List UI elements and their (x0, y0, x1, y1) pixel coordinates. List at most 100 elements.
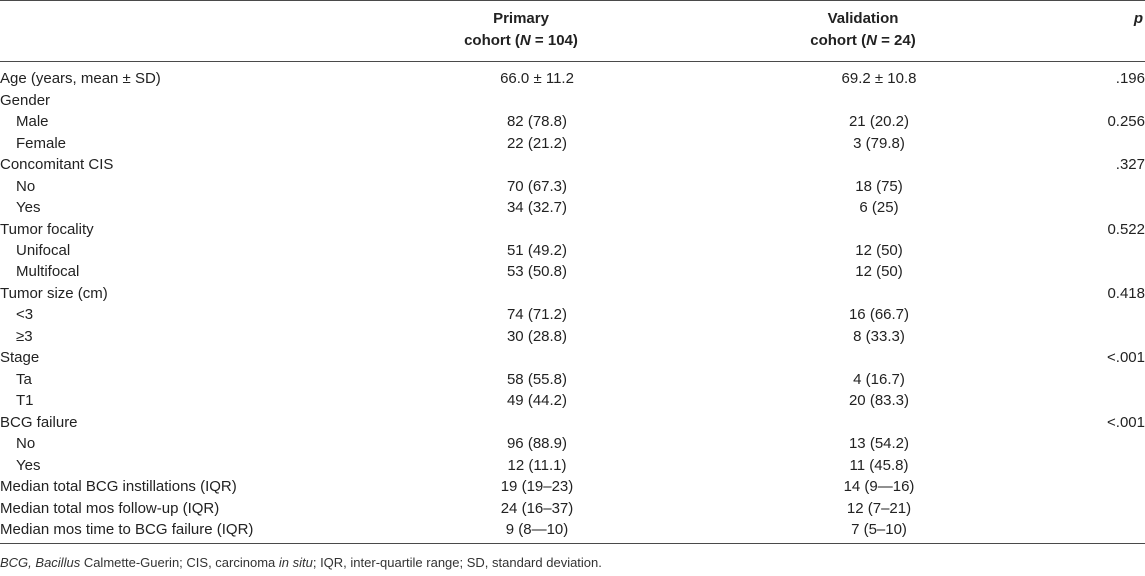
p-value (1050, 390, 1145, 411)
table-row: Yes 34 (32.7) 6 (25) (0, 197, 1145, 218)
validation-cohort-value: 3 (79.8) (853, 134, 905, 152)
table-row: <3 74 (71.2) 16 (66.7) (0, 304, 1145, 325)
validation-cohort-value: 21 (20.2) (848, 113, 910, 131)
row-label: Ta (16, 370, 32, 388)
p-value (1050, 261, 1145, 282)
table-row: T1 49 (44.2) 20 (83.3) (0, 390, 1145, 411)
row-label: No (16, 435, 36, 453)
footnote-part2: Calmette-Guerin; CIS, carcinoma (83, 555, 276, 570)
table-row: Multifocal 53 (50.8) 12 (50) (0, 261, 1145, 282)
table-row: Median total BCG instillations (IQR) 19 (… (0, 476, 1145, 497)
row-label: ≥3 (16, 327, 33, 345)
table-row: Median total mos follow-up (IQR) 24 (16–3… (0, 497, 1145, 518)
p-value: .196 (1115, 70, 1145, 88)
header-rule (0, 61, 1145, 62)
validation-cohort-value (708, 154, 1050, 175)
validation-cohort-value: 6 (25) (859, 199, 899, 217)
table-row: Median mos time to BCG failure (IQR) 9 (8… (0, 519, 1145, 540)
header-primary-n: N (519, 32, 531, 49)
row-label: No (16, 177, 36, 195)
p-value (1050, 433, 1145, 454)
footnote: BCG, Bacillus Calmette-Guerin; CIS, carc… (0, 555, 602, 570)
primary-cohort-value (366, 283, 708, 304)
validation-cohort-value: 16 (66.7) (848, 306, 910, 324)
row-label: T1 (16, 392, 34, 410)
header-validation-cohort: Validation cohort (N = 24) (692, 8, 1034, 52)
primary-cohort-value: 66.0 ± 11.2 (500, 70, 574, 88)
p-value (1050, 132, 1145, 153)
header-validation-prefix: cohort ( (810, 32, 867, 49)
p-value: <.001 (1107, 349, 1145, 367)
row-label: Median mos time to BCG failure (IQR) (0, 521, 254, 539)
bottom-rule (0, 543, 1145, 544)
validation-cohort-value: 18 (75) (855, 177, 903, 195)
p-value (1050, 175, 1145, 196)
primary-cohort-value: 24 (16–37) (500, 499, 574, 517)
primary-cohort-value: 49 (44.2) (506, 392, 568, 410)
primary-cohort-value: 30 (28.8) (506, 327, 568, 345)
table-row: Gender (0, 89, 1145, 110)
primary-cohort-value: 74 (71.2) (506, 306, 568, 324)
row-label: Median total BCG instillations (IQR) (0, 478, 237, 496)
p-value (1050, 89, 1145, 110)
primary-cohort-value: 12 (11.1) (507, 456, 567, 474)
primary-cohort-value: 58 (55.8) (506, 370, 568, 388)
table-body: Age (years, mean ± SD) 66.0 ± 11.2 69.2 ± … (0, 68, 1145, 540)
footnote-part1: BCG, Bacillus (0, 555, 84, 570)
p-value: 0.418 (1107, 284, 1145, 302)
p-value (1050, 304, 1145, 325)
validation-cohort-value: 20 (83.3) (848, 392, 910, 410)
primary-cohort-value (366, 218, 708, 239)
table-row: Ta 58 (55.8) 4 (16.7) (0, 369, 1145, 390)
row-label: Age (years, mean ± SD) (0, 70, 161, 88)
validation-cohort-value (708, 283, 1050, 304)
top-rule (0, 0, 1145, 1)
table-row: Yes 12 (11.1) 11 (45.8) (0, 454, 1145, 475)
validation-cohort-value: 12 (50) (855, 241, 903, 259)
table-row: No 96 (88.9) 13 (54.2) (0, 433, 1145, 454)
row-label: BCG failure (0, 413, 78, 431)
table-row: Tumor focality 0.522 (0, 218, 1145, 239)
p-value (1050, 497, 1145, 518)
p-value (1050, 326, 1145, 347)
row-label: Tumor size (cm) (0, 284, 108, 302)
header-validation-line1: Validation (827, 10, 899, 27)
primary-cohort-value: 53 (50.8) (506, 263, 568, 281)
primary-cohort-value (366, 154, 708, 175)
validation-cohort-value: 12 (7–21) (846, 499, 912, 517)
row-label: Gender (0, 91, 51, 109)
data-table: Age (years, mean ± SD) 66.0 ± 11.2 69.2 ± … (0, 68, 1145, 540)
header-validation-suffix: = 24) (876, 32, 916, 49)
primary-cohort-value (366, 347, 708, 368)
primary-cohort-value: 34 (32.7) (506, 199, 568, 217)
table-row: Unifocal 51 (49.2) 12 (50) (0, 240, 1145, 261)
p-value (1050, 454, 1145, 475)
table-row: Male 82 (78.8) 21 (20.2) 0.256 (0, 111, 1145, 132)
p-value (1050, 197, 1145, 218)
p-value: 0.256 (1107, 113, 1145, 131)
validation-cohort-value: 69.2 ± 10.8 (841, 70, 917, 88)
p-value: <.001 (1107, 413, 1145, 431)
validation-cohort-value: 11 (45.8) (849, 456, 909, 474)
header-validation-n: N (866, 32, 877, 49)
primary-cohort-value: 9 (8—10) (505, 521, 569, 539)
row-label: Concomitant CIS (0, 156, 114, 174)
header-primary-suffix: = 104) (530, 32, 578, 49)
header-validation-line2: cohort (N = 24) (692, 30, 1034, 52)
row-label: Multifocal (16, 263, 80, 281)
primary-cohort-value: 96 (88.9) (506, 435, 568, 453)
table-row: No 70 (67.3) 18 (75) (0, 175, 1145, 196)
table-row: Age (years, mean ± SD) 66.0 ± 11.2 69.2 ± … (0, 68, 1145, 89)
header-primary-line1: Primary (493, 10, 549, 27)
primary-cohort-value: 70 (67.3) (506, 177, 568, 195)
p-value (1050, 369, 1145, 390)
table-row: Female 22 (21.2) 3 (79.8) (0, 132, 1145, 153)
validation-cohort-value (708, 218, 1050, 239)
p-value (1050, 519, 1145, 540)
validation-cohort-value: 14 (9—16) (843, 478, 915, 496)
header-primary-line2: cohort (N = 104) (350, 30, 692, 52)
table-row: ≥3 30 (28.8) 8 (33.3) (0, 326, 1145, 347)
primary-cohort-value (366, 412, 708, 433)
header-p-value: p (1133, 10, 1143, 27)
